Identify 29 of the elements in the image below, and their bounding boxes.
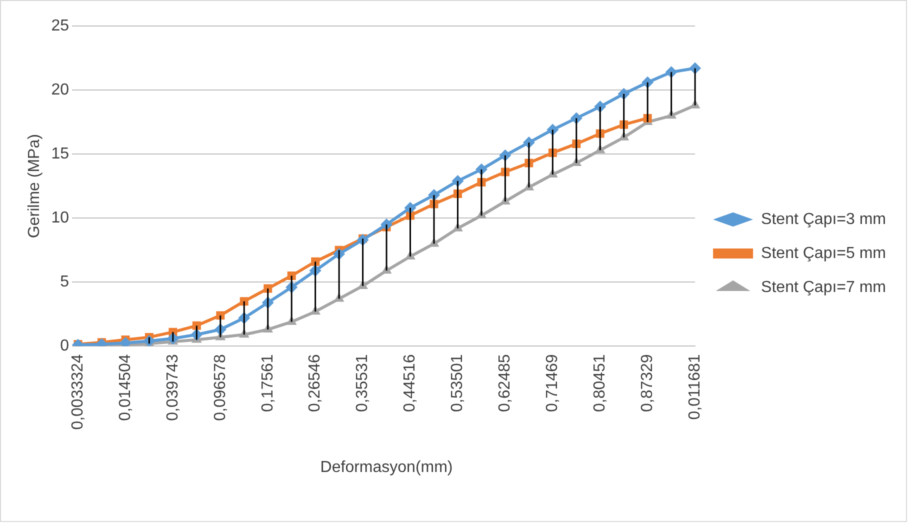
x-tick-label: 0,44516 <box>402 354 419 412</box>
x-tick-label: 0,096578 <box>212 354 229 421</box>
y-tick-label: 5 <box>60 274 70 291</box>
x-axis-title: Deformasyon(mm) <box>320 458 453 476</box>
x-tick-label: 0,0033324 <box>69 354 86 430</box>
x-tick-label: 0,87329 <box>638 354 656 412</box>
y-axis-title: Gerilme (MPa) <box>26 134 44 238</box>
x-tick-label: 0,35531 <box>354 354 372 412</box>
x-tick-label: 0,039743 <box>164 354 182 421</box>
y-tick-label: 25 <box>51 17 70 34</box>
point <box>287 271 296 280</box>
legend-label: Stent Çapı=7 mm <box>761 278 886 296</box>
x-tick-label: 0,62485 <box>496 354 514 412</box>
x-tick-label: 0,011681 <box>686 354 704 420</box>
point <box>240 297 248 306</box>
point <box>216 311 225 320</box>
legend-label: Stent Çapı=3 mm <box>761 210 886 228</box>
x-tick-label: 0,014504 <box>116 354 134 421</box>
y-tick-label: 0 <box>60 338 70 355</box>
x-tick-label: 0,53501 <box>449 354 466 412</box>
x-tick-label: 0,80451 <box>592 354 609 412</box>
x-tick-label: 0,71469 <box>544 354 562 412</box>
y-tick-label: 15 <box>51 145 70 162</box>
point <box>264 284 272 293</box>
y-tick-label: 10 <box>51 210 70 227</box>
y-tick-label: 20 <box>51 81 70 98</box>
x-tick-label: 0,26546 <box>306 354 324 412</box>
x-tick-label: 0,17561 <box>259 354 276 412</box>
legend-label: Stent Çapı=5 mm <box>761 244 886 262</box>
